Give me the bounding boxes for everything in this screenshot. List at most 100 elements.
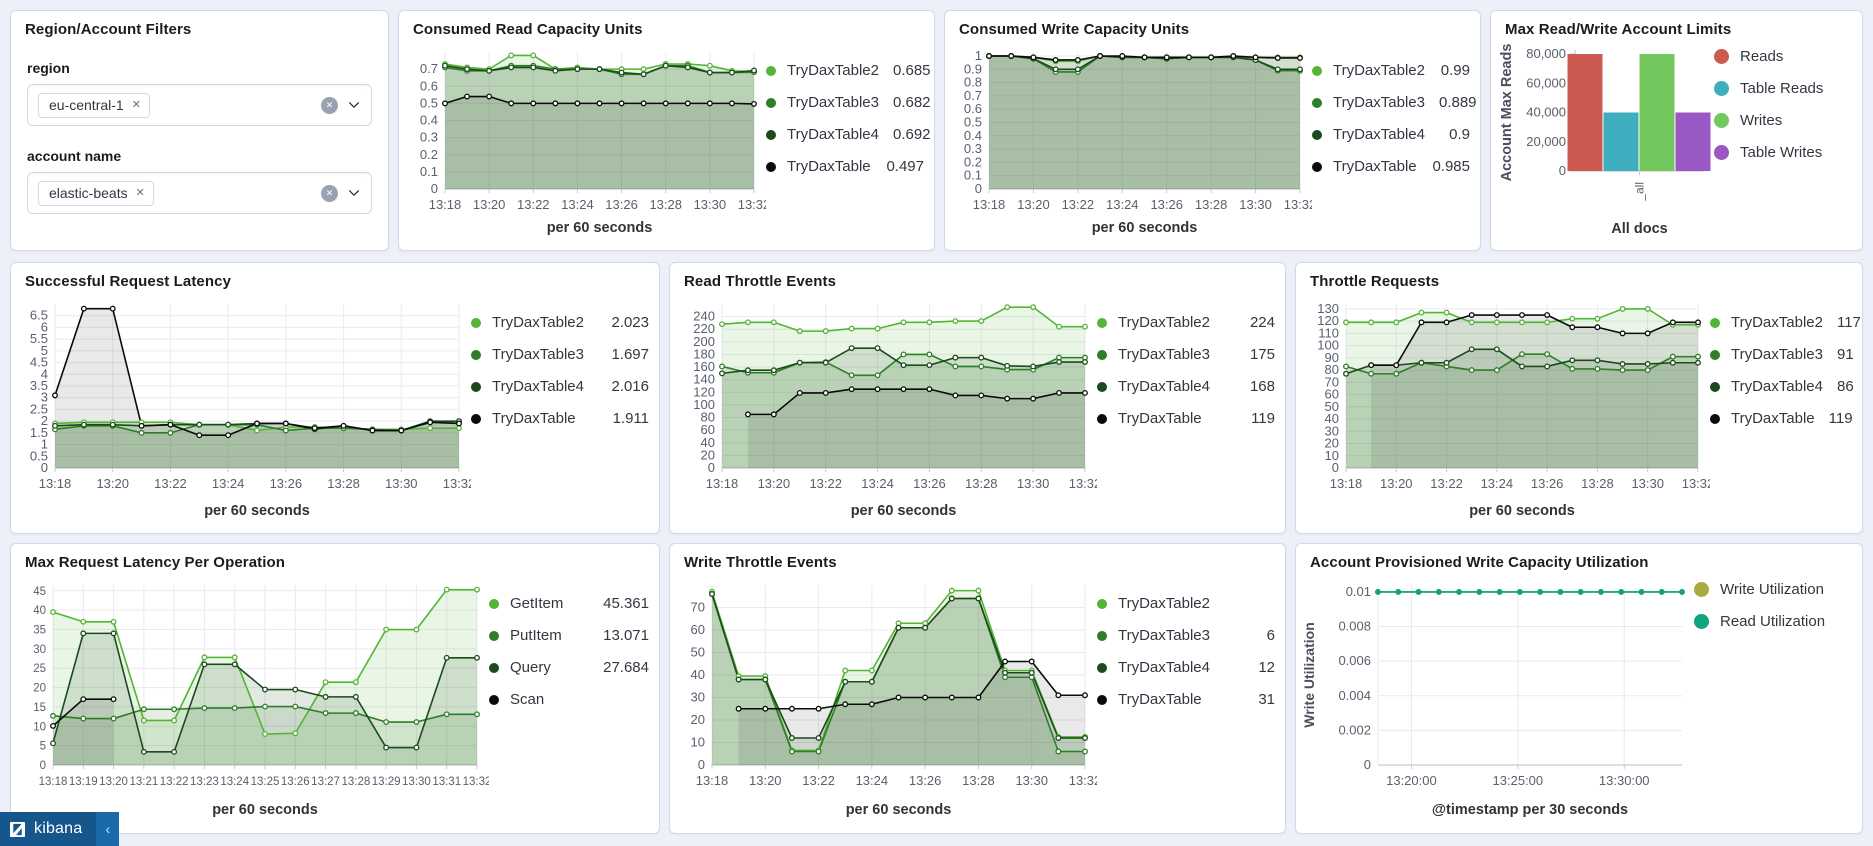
x-tick-label: 13:28 <box>965 476 998 491</box>
legend-item-scan[interactable]: Scan <box>489 691 649 708</box>
legend-item-trydaxtable2[interactable]: TryDaxTable2 <box>1097 595 1275 612</box>
legend-item-trydaxtable4[interactable]: TryDaxTable4 0.9 <box>1312 126 1470 143</box>
chevron-down-icon[interactable] <box>347 186 361 200</box>
legend-value: 12 <box>1258 659 1275 676</box>
legend-item-putitem[interactable]: PutItem 13.071 <box>489 627 649 644</box>
max-limits-panel: Max Read/Write Account Limits 0 20,000 40,… <box>1490 10 1863 251</box>
legend-label: TryDaxTable <box>1118 691 1202 708</box>
legend-item-trydaxtable3[interactable]: TryDaxTable3 1.697 <box>471 346 649 363</box>
y-tick-label: 0 <box>708 460 715 475</box>
legend-item-getitem[interactable]: GetItem 45.361 <box>489 595 649 612</box>
x-tick-label: 13:22 <box>809 476 842 491</box>
region-filter-pill[interactable]: eu-central-1 ✕ <box>38 92 150 118</box>
legend-item-trydaxtable2[interactable]: TryDaxTable2 0.685 <box>766 62 931 79</box>
legend-item-trydaxtable4[interactable]: TryDaxTable4 0.692 <box>766 126 931 143</box>
write-throttle-chart[interactable]: 0 10 20 30 40 50 60 70 13:18 13:20 13:22 13:24 13:26… <box>672 571 1097 823</box>
legend-color-dot <box>766 65 776 76</box>
legend-color-dot <box>489 598 499 609</box>
collapse-nav-button[interactable]: ‹ <box>96 812 120 846</box>
panel-title: Max Read/Write Account Limits <box>1505 21 1732 38</box>
account-filter-combobox[interactable]: elastic-beats ✕ ✕ <box>27 172 372 214</box>
legend-item-table-reads[interactable]: Table Reads <box>1714 80 1852 97</box>
bar-writes[interactable] <box>1639 54 1675 171</box>
legend-item-trydaxtable[interactable]: TryDaxTable 1.911 <box>471 410 649 427</box>
x-tick-label: 13:28 <box>649 197 682 212</box>
panel-title: Read Throttle Events <box>684 273 837 290</box>
legend-item-query[interactable]: Query 27.684 <box>489 659 649 676</box>
legend-item-trydaxtable[interactable]: TryDaxTable 0.497 <box>766 158 924 175</box>
legend-value: 2.016 <box>611 378 649 395</box>
legend-item-trydaxtable3[interactable]: TryDaxTable3 6 <box>1097 627 1275 644</box>
legend-label: Query <box>510 659 551 676</box>
legend-color-dot <box>766 129 776 140</box>
legend-item-trydaxtable3[interactable]: TryDaxTable3 91 <box>1710 346 1854 363</box>
y-tick-label: 0.006 <box>1338 653 1371 668</box>
clear-region-icon[interactable]: ✕ <box>321 96 338 114</box>
x-tick-label: 13:30 <box>385 476 418 491</box>
legend-label: TryDaxTable3 <box>1731 346 1823 363</box>
legend-item-trydaxtable[interactable]: TryDaxTable 119 <box>1097 410 1275 427</box>
legend-item-trydaxtable4[interactable]: TryDaxTable4 12 <box>1097 659 1275 676</box>
legend-item-trydaxtable4[interactable]: TryDaxTable4 86 <box>1710 378 1854 395</box>
x-tick-label: 13:24 <box>856 773 889 788</box>
bar-table-writes[interactable] <box>1675 112 1711 172</box>
x-tick-label: 13:30 <box>1631 476 1664 491</box>
legend-item-trydaxtable2[interactable]: TryDaxTable2 224 <box>1097 314 1275 331</box>
y-tick-label: 45 <box>33 586 46 598</box>
legend-item-trydaxtable4[interactable]: TryDaxTable4 168 <box>1097 378 1275 395</box>
legend-item-trydaxtable[interactable]: TryDaxTable 119 <box>1710 410 1853 427</box>
utilization-chart[interactable]: 0 0.002 0.004 0.006 0.008 0.01 13:20:00 13:25:0… <box>1298 571 1694 823</box>
bar-table-reads[interactable] <box>1603 112 1639 172</box>
legend-item-trydaxtable4[interactable]: TryDaxTable4 2.016 <box>471 378 649 395</box>
y-tick-label: 220 <box>693 321 715 336</box>
y-tick-label: 130 <box>1317 301 1339 316</box>
legend-item-write-utilization[interactable]: Write Utilization <box>1694 581 1852 598</box>
legend-item-trydaxtable2[interactable]: TryDaxTable2 0.99 <box>1312 62 1470 79</box>
legend-item-trydaxtable[interactable]: TryDaxTable 31 <box>1097 691 1275 708</box>
x-tick-label: 13:22 <box>1430 476 1463 491</box>
legend-item-trydaxtable3[interactable]: TryDaxTable3 0.682 <box>766 94 931 111</box>
legend-value: 0.889 <box>1438 94 1477 111</box>
legend-item-table-writes[interactable]: Table Writes <box>1714 144 1852 161</box>
legend-value: 45.361 <box>603 595 649 612</box>
legend-value: 117 <box>1836 314 1861 331</box>
legend-item-reads[interactable]: Reads <box>1714 48 1852 65</box>
legend-item-trydaxtable2[interactable]: TryDaxTable2 117 <box>1710 314 1861 331</box>
legend-item-read-utilization[interactable]: Read Utilization <box>1694 613 1852 630</box>
region-filter-combobox[interactable]: eu-central-1 ✕ ✕ <box>27 84 372 126</box>
remove-region-filter-icon[interactable]: ✕ <box>131 99 141 111</box>
x-tick-label: 13:25 <box>251 776 280 788</box>
legend-item-trydaxtable3[interactable]: TryDaxTable3 175 <box>1097 346 1275 363</box>
x-tick-label: 13:19 <box>69 776 98 788</box>
x-tick-label: 13:24 <box>561 197 594 212</box>
successful-latency-chart[interactable]: 00.511.522.533.544.555.566.5 13:18 13:20 13… <box>13 290 471 524</box>
consumed-read-chart[interactable]: 0 0.1 0.2 0.3 0.4 0.5 0.6 0.7 13:18 13:20 13:22 13:… <box>401 38 766 241</box>
legend-item-trydaxtable2[interactable]: TryDaxTable2 2.023 <box>471 314 649 331</box>
legend-item-trydaxtable[interactable]: TryDaxTable 0.985 <box>1312 158 1470 175</box>
y-tick-label: 120 <box>1317 313 1339 328</box>
remove-account-filter-icon[interactable]: ✕ <box>135 187 145 199</box>
x-axis-title: All docs <box>1611 221 1667 237</box>
chevron-down-icon[interactable] <box>347 98 361 112</box>
legend-color-dot <box>1097 381 1107 392</box>
legend-value: 13.071 <box>603 627 649 644</box>
bar-reads[interactable] <box>1567 54 1603 171</box>
y-tick-label: 25 <box>33 663 46 675</box>
kibana-logo-section[interactable]: kibana <box>0 812 97 846</box>
legend-label: TryDaxTable <box>787 158 871 175</box>
legend-item-trydaxtable3[interactable]: TryDaxTable3 0.889 <box>1312 94 1477 111</box>
x-tick-label: 13:20 <box>99 776 128 788</box>
chart-legend: TryDaxTable2 0.99 TryDaxTable3 0.889 TryDaxT… <box>1312 38 1477 190</box>
y-tick-label: 3 <box>41 390 48 405</box>
y-tick-label: 90 <box>1325 350 1339 365</box>
clear-account-icon[interactable]: ✕ <box>321 184 338 202</box>
account-filter-pill[interactable]: elastic-beats ✕ <box>38 180 154 206</box>
account-filter-group: account name elastic-beats ✕ ✕ <box>11 148 388 214</box>
max-limits-chart[interactable]: 0 20,000 40,000 60,000 80,000 _all All docs Acc… <box>1493 38 1714 241</box>
legend-item-writes[interactable]: Writes <box>1714 112 1852 129</box>
consumed-write-chart[interactable]: 00.10.20.30.40.50.60.70.80.91 13:18 13:20 1… <box>947 38 1312 241</box>
x-tick-label: 13:32 <box>463 776 489 788</box>
